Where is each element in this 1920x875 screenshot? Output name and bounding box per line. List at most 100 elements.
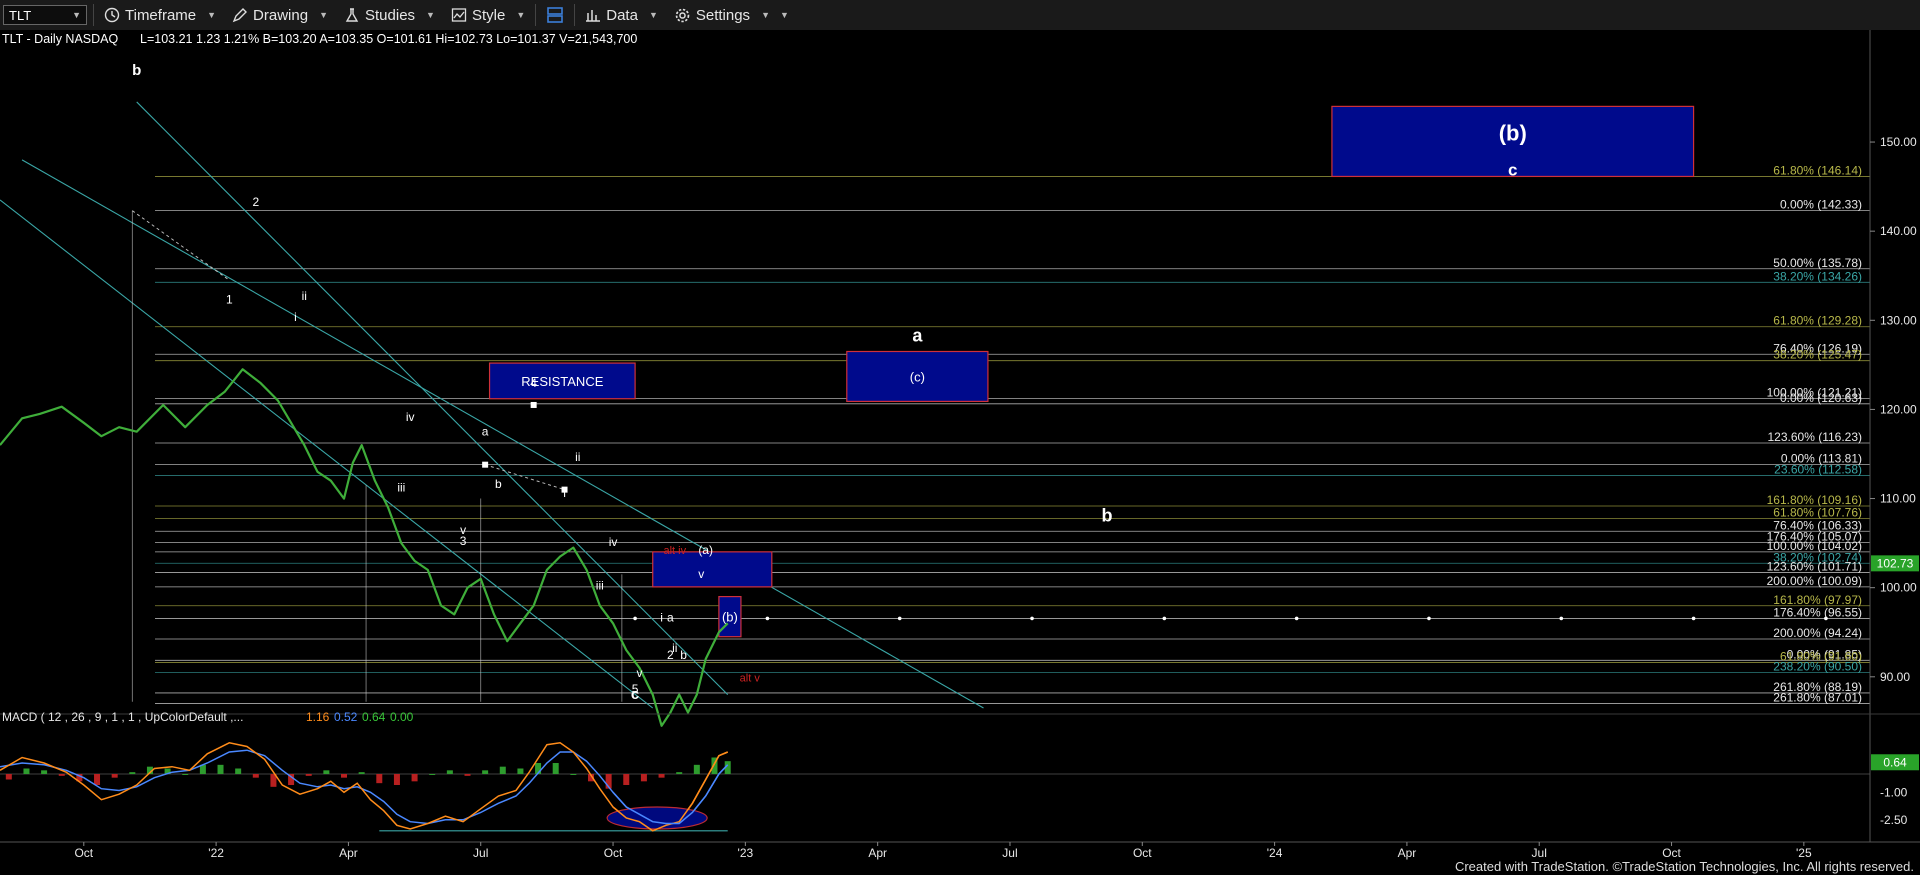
style-button[interactable]: Style ▼ xyxy=(443,4,533,26)
price-tick-label: 150.00 xyxy=(1880,135,1917,149)
fib-label: 38.20% (102.74) xyxy=(1773,550,1862,564)
channel-mid-line xyxy=(21,159,984,709)
wave-label: iii xyxy=(596,578,604,592)
wave-label: iii xyxy=(397,480,405,494)
macd-histogram-bar xyxy=(146,766,153,774)
chevron-down-icon[interactable]: ▼ xyxy=(72,10,81,20)
macd-current-badge-label: 0.64 xyxy=(1883,755,1907,769)
wave-label: 3 xyxy=(460,534,467,548)
chevron-down-icon: ▼ xyxy=(207,10,217,20)
projection-dot xyxy=(1559,616,1564,621)
wave-label: 1 xyxy=(226,292,233,306)
wave-label: b xyxy=(495,477,502,491)
macd-header-v4: 0.00 xyxy=(390,710,414,724)
macd-histogram-bar xyxy=(393,774,400,785)
wave-label: a xyxy=(912,326,923,346)
data-bars-icon xyxy=(586,10,601,22)
macd-header-name: MACD ( 12 , 26 , 9 , 1 , 1 , UpColorDefa… xyxy=(2,710,243,724)
channel-lower-line xyxy=(0,199,654,709)
studies-button[interactable]: Studies ▼ xyxy=(336,4,443,26)
wave-label: ii xyxy=(575,450,580,464)
macd-histogram-bar xyxy=(199,764,206,774)
price-tick-label: 140.00 xyxy=(1880,224,1917,238)
toolbar-more-button[interactable]: ▼ xyxy=(778,4,791,26)
gear-icon xyxy=(675,8,690,22)
chevron-down-icon: ▼ xyxy=(516,10,526,20)
data-label: Data xyxy=(606,6,638,24)
fib-label: 200.00% (100.09) xyxy=(1767,574,1862,588)
macd-panel xyxy=(0,742,1870,832)
macd-histogram-bar xyxy=(411,774,418,782)
wave-label: v xyxy=(460,523,466,537)
time-tick-label: Oct xyxy=(74,846,93,860)
macd-histogram-bar xyxy=(76,774,83,782)
macd-tick-label: -2.50 xyxy=(1880,813,1908,827)
macd-histogram-bar xyxy=(358,772,365,774)
fib-label: 161.80% (109.16) xyxy=(1767,493,1862,507)
price-tick-label: 120.00 xyxy=(1880,402,1917,416)
target-box-sublabel: c xyxy=(1508,160,1517,179)
chart-header-symbol: TLT - Daily NASDAQ xyxy=(2,32,119,46)
settings-button[interactable]: Settings ▼ xyxy=(666,4,778,26)
chart-style-icon xyxy=(451,8,467,22)
wave-label: i xyxy=(563,486,566,500)
footer-credit: Created with TradeStation. ©TradeStation… xyxy=(1454,859,1914,874)
target-box-label: (c) xyxy=(910,369,925,384)
style-label: Style xyxy=(471,6,506,24)
time-tick-label: Apr xyxy=(339,846,358,860)
time-tick-label: '25 xyxy=(1796,846,1812,860)
price-tick-label: 100.00 xyxy=(1880,581,1917,595)
fib-label: 50.00% (135.78) xyxy=(1773,256,1862,270)
chevron-down-icon: ▼ xyxy=(426,10,435,20)
fib-label: 238.20% (90.50) xyxy=(1773,659,1862,673)
fib-label: 100.00% (104.02) xyxy=(1767,539,1862,553)
price-tick-label: 130.00 xyxy=(1880,313,1917,327)
macd-histogram-bar xyxy=(446,770,453,774)
time-tick-label: '24 xyxy=(1267,846,1283,860)
macd-histogram-bar xyxy=(724,761,731,774)
fib-label: 76.40% (126.19) xyxy=(1773,341,1862,355)
macd-histogram-bar xyxy=(23,768,30,774)
chevron-down-icon: ▼ xyxy=(761,10,770,20)
current-price-badge-label: 102.73 xyxy=(1877,556,1914,570)
time-tick-label: Jul xyxy=(473,846,488,860)
layout-button[interactable] xyxy=(538,4,572,26)
macd-histogram-bar xyxy=(305,774,312,776)
macd-histogram-bar xyxy=(623,774,630,785)
macd-histogram-bar xyxy=(341,774,348,778)
chevron-down-icon: ▼ xyxy=(319,10,328,20)
time-tick-label: Oct xyxy=(1133,846,1152,860)
symbol-input[interactable]: TLT ▼ xyxy=(3,5,87,25)
data-button[interactable]: Data ▼ xyxy=(577,4,666,26)
current-price-badge xyxy=(1871,555,1919,572)
price-tick-label: 110.00 xyxy=(1880,492,1916,506)
drawing-button[interactable]: Drawing ▼ xyxy=(224,4,336,26)
macd-histogram-bar xyxy=(323,770,330,774)
projection-dot xyxy=(633,616,637,621)
toolbar-divider xyxy=(535,4,537,26)
projection-dotted-line xyxy=(484,464,565,491)
fib-label: 23.60% (112.58) xyxy=(1774,463,1862,477)
fib-label: 61.80% (91.60) xyxy=(1780,650,1862,664)
price-series xyxy=(0,368,729,727)
target-box xyxy=(1331,105,1695,178)
projection-dot xyxy=(1824,616,1828,621)
macd-histogram-bar xyxy=(570,774,577,775)
macd-histogram-bar xyxy=(482,770,489,774)
projection-dotted-line xyxy=(132,210,230,281)
wave-label: ii xyxy=(302,289,307,303)
macd-histogram-bar xyxy=(129,772,136,774)
clock-icon xyxy=(104,7,120,23)
fib-label: 161.80% (97.97) xyxy=(1773,593,1862,607)
macd-histogram-bar xyxy=(217,764,224,774)
target-box-label: RESISTANCE xyxy=(521,374,603,389)
timeframe-button[interactable]: Timeframe ▼ xyxy=(96,4,224,26)
macd-histogram-bar xyxy=(376,774,383,784)
fib-label: 61.80% (107.76) xyxy=(1773,506,1862,520)
fib-label: 176.40% (105.07) xyxy=(1767,529,1862,543)
macd-histogram-bar xyxy=(499,766,506,774)
macd-histogram-bar xyxy=(235,768,242,774)
chevron-down-icon: ▼ xyxy=(779,10,789,20)
time-tick-label: '22 xyxy=(208,846,224,860)
fib-label: 176.40% (96.55) xyxy=(1773,605,1862,619)
